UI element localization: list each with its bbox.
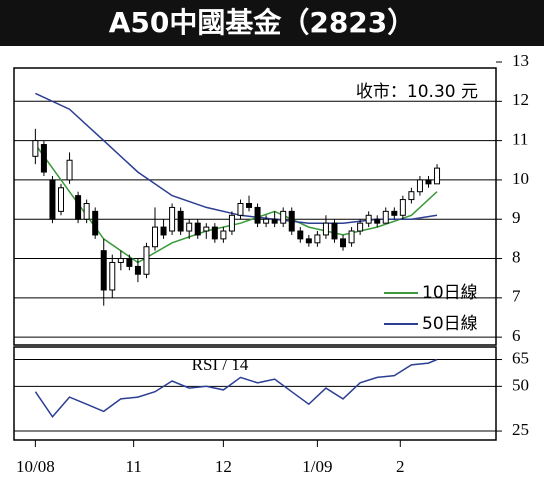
candle-body: [391, 210, 398, 216]
x-tick-label: 11: [125, 457, 141, 476]
series-line: [34, 144, 438, 264]
candle-body: [314, 234, 321, 244]
candle-body: [83, 203, 90, 220]
candle-body: [177, 210, 184, 232]
y-tick-label: 11: [512, 130, 528, 149]
page-title: A50中國基金（2823）: [109, 6, 416, 39]
y-tick-label: 13: [512, 51, 529, 70]
candle-body: [40, 144, 47, 173]
candle-body: [280, 210, 287, 224]
title-bar: [0, 0, 544, 46]
candle-body: [220, 230, 227, 240]
candle-body: [331, 222, 338, 240]
candle-body: [117, 258, 124, 263]
candle-body: [305, 238, 312, 244]
candle-body: [100, 250, 107, 291]
candle-body: [297, 230, 304, 240]
x-tick-label: 10/08: [16, 457, 55, 476]
rsi-frame: [13, 346, 497, 441]
y-tick-label: 8: [512, 247, 521, 266]
x-tick-label: 2: [396, 457, 405, 476]
candle-body: [49, 179, 56, 220]
candle-body: [143, 246, 150, 275]
candle-body: [160, 226, 167, 236]
candle-body: [169, 206, 176, 232]
series-line: [34, 358, 438, 419]
candle-body: [126, 258, 133, 267]
candle-body: [228, 214, 235, 232]
y-tick-label: 25: [512, 420, 529, 439]
y-tick-label: 50: [512, 375, 529, 394]
y-tick-label: 7: [512, 287, 521, 306]
candle-body: [246, 203, 253, 208]
y-tick-label: 12: [512, 90, 529, 109]
candle-body: [58, 187, 65, 212]
candle-body: [263, 218, 270, 224]
candle-body: [109, 261, 116, 291]
candle-body: [92, 210, 99, 236]
price-frame: [13, 67, 497, 346]
rsi-title: RSI / 14: [192, 355, 249, 374]
candle-body: [425, 179, 432, 185]
candle-body: [186, 222, 193, 232]
candle-body: [408, 191, 415, 201]
candle-body: [271, 218, 278, 224]
candle-body: [237, 203, 244, 216]
candle-body: [416, 179, 423, 193]
candle-body: [203, 226, 210, 232]
candle-body: [32, 140, 39, 157]
candle-body: [288, 210, 295, 232]
candle-body: [365, 214, 372, 224]
candle-body: [75, 195, 82, 220]
candle-body: [348, 230, 355, 244]
candle-body: [194, 222, 201, 236]
candle-body: [382, 210, 389, 224]
x-tick-label: 12: [215, 457, 232, 476]
x-tick-label: 1/09: [302, 457, 332, 476]
candle-body: [66, 159, 73, 181]
series-line: [35, 92, 438, 224]
candle-body: [322, 222, 329, 236]
candle-body: [152, 226, 159, 248]
candle-body: [399, 199, 406, 216]
y-tick-label: 10: [512, 169, 529, 188]
y-tick-label: 65: [512, 348, 529, 367]
candle-body: [211, 226, 218, 240]
candle-body: [434, 167, 441, 185]
candle-body: [340, 238, 347, 248]
y-tick-label: 9: [512, 208, 521, 227]
candle-body: [374, 218, 381, 224]
close-annotation: 收市：10.30 元: [356, 82, 478, 102]
candle-body: [357, 222, 364, 232]
candle-body: [134, 265, 141, 275]
y-tick-label: 6: [512, 326, 521, 345]
candle-body: [254, 206, 261, 224]
legend-label: 50日線: [422, 314, 478, 334]
legend-label: 10日線: [422, 283, 478, 303]
